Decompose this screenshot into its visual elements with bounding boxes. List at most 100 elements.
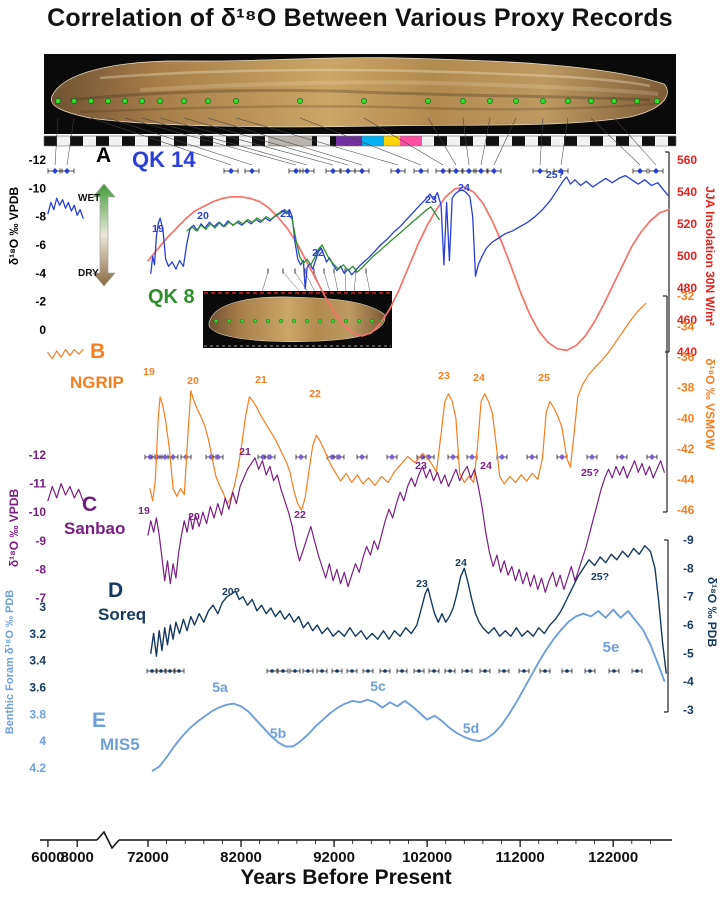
- series-sanbao-line: [147, 457, 665, 593]
- series-qk8-line: [186, 206, 440, 273]
- y-tick-label: -5: [683, 646, 694, 660]
- panel-label: WET: [78, 193, 100, 204]
- series-ngrip-line: [47, 348, 84, 360]
- stalagmite-section: [50, 57, 668, 128]
- x-tick-label: 6000: [31, 849, 64, 866]
- stalagmite-section-qk8: [208, 296, 386, 342]
- series-ngrip-line: [149, 303, 647, 511]
- sample-dot: [318, 319, 323, 324]
- sample-dot: [513, 98, 519, 104]
- panel-label: QK 14: [132, 147, 196, 172]
- y-tick-label: -11: [29, 477, 46, 491]
- sample-dot: [139, 98, 145, 104]
- y-tick-label: -4: [683, 675, 694, 689]
- sample-dot: [157, 98, 163, 104]
- sample-dot: [331, 319, 336, 324]
- panel-label: δ¹⁸O ‰ PDB: [705, 577, 719, 648]
- sample-dot: [233, 98, 239, 104]
- sample-dot: [305, 319, 310, 324]
- panel-label: JJA Insolation 30N W/m²: [703, 186, 717, 326]
- event-label: 21: [239, 446, 251, 458]
- sample-dot: [181, 98, 187, 104]
- y-tick-label: 0: [39, 323, 46, 337]
- panel-label: δ¹⁸O ‰ VSMOW: [703, 358, 717, 450]
- event-label: 5b: [270, 725, 286, 741]
- y-tick-label: -10: [29, 181, 47, 195]
- y-tick-label: -36: [677, 350, 695, 364]
- qk8-inset-photo: [203, 271, 392, 348]
- sample-dot: [460, 98, 466, 104]
- x-tick-label: 102000: [402, 849, 452, 866]
- figure-title: Correlation of δ¹⁸O Between Various Prox…: [47, 4, 673, 32]
- sample-dot: [252, 319, 257, 324]
- event-label: 5a: [212, 679, 228, 695]
- panel-label: B: [90, 340, 105, 363]
- sample-dot: [634, 98, 640, 104]
- panel-label: NGRIP: [70, 373, 124, 392]
- sample-dot: [588, 98, 594, 104]
- y-tick-label: -8: [35, 562, 46, 576]
- dating-points-row: [144, 454, 658, 460]
- y-tick-label: 3.2: [29, 627, 46, 641]
- panel-label: δ¹⁸O ‰ VPDB: [7, 187, 21, 266]
- y-tick-label: -9: [35, 534, 46, 548]
- sample-dot: [425, 98, 431, 104]
- y-tick-label: 480: [677, 281, 697, 295]
- panel-label: δ¹⁸O ‰ VPDB: [7, 489, 21, 568]
- dating-points-row: [146, 668, 643, 674]
- sample-dot: [105, 98, 111, 104]
- sample-dot: [361, 98, 367, 104]
- y-tick-label: 440: [677, 345, 697, 359]
- event-label: 20?: [222, 586, 240, 598]
- event-label: 24: [458, 182, 470, 194]
- x-tick-label: 122000: [588, 849, 638, 866]
- event-label: 20: [187, 375, 199, 387]
- panel-label: QK 8: [148, 286, 195, 308]
- event-label: 22: [294, 509, 306, 521]
- sample-dot: [205, 98, 211, 104]
- sample-dot: [279, 319, 284, 324]
- speleothem-photo: [44, 54, 676, 134]
- event-label: 19: [143, 366, 155, 378]
- series-mis5-line: [151, 608, 666, 772]
- sample-dot: [487, 98, 493, 104]
- panel-label: DRY: [78, 268, 99, 279]
- event-label: 19: [152, 223, 164, 235]
- sample-dot: [88, 98, 94, 104]
- axis-spine: [664, 539, 669, 713]
- event-label: 21: [280, 208, 292, 220]
- y-tick-label: -9: [683, 533, 694, 547]
- event-label: 25: [538, 372, 550, 384]
- event-label: 19: [138, 505, 150, 517]
- panel-label: Benthic Foram δ¹⁸O ‰ PDB: [4, 590, 16, 735]
- wet-dry-arrow-icon: [92, 183, 116, 287]
- sample-dot: [213, 319, 218, 324]
- panel-label: Soreq: [98, 605, 146, 624]
- event-label: 25?: [546, 169, 564, 181]
- series-qk14-line: [47, 197, 84, 219]
- event-label: 20: [188, 511, 200, 523]
- sample-dot: [266, 319, 271, 324]
- y-tick-label: 3: [39, 600, 46, 614]
- event-label: 20: [197, 210, 209, 222]
- event-label: 23: [415, 460, 427, 472]
- panel-label: E: [92, 709, 106, 732]
- event-label: 24: [455, 557, 467, 569]
- scale-ruler: [43, 135, 677, 147]
- y-tick-label: -12: [29, 153, 47, 167]
- sample-dot: [71, 98, 77, 104]
- date-connectors: [54, 117, 657, 166]
- y-tick-label: 4: [39, 734, 46, 748]
- sample-dot: [55, 98, 61, 104]
- sample-dot: [611, 98, 617, 104]
- event-label: 25?: [581, 467, 599, 479]
- y-tick-label: -10: [29, 505, 47, 519]
- y-tick-label: 560: [677, 153, 697, 167]
- y-tick-label: 3.4: [29, 654, 46, 668]
- series-soreq-line: [150, 545, 667, 674]
- y-tick-label: 540: [677, 185, 697, 199]
- event-label: 5d: [463, 720, 479, 736]
- y-tick-label: -7: [35, 591, 46, 605]
